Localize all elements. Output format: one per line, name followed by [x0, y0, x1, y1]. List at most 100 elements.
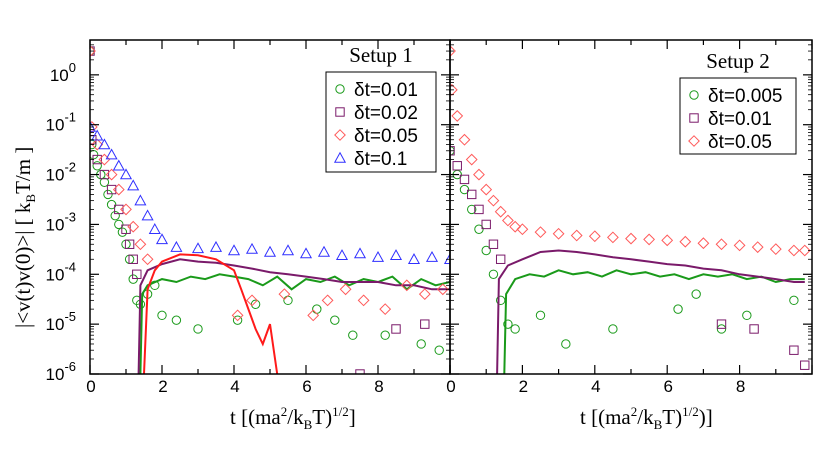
right-series2-point-20 [679, 235, 692, 248]
left-series2-point-4 [105, 168, 118, 181]
left-legend-marker-1 [335, 107, 345, 117]
left-series0-point-8 [110, 210, 120, 221]
left-series3-point-17 [281, 244, 295, 256]
left-series0-point-7 [106, 199, 117, 210]
left-y-tick-label-4: 10-2 [46, 160, 76, 185]
left-series0-point-25 [330, 315, 340, 325]
left-series0-line [139, 273, 450, 374]
left-legend-marker-2 [334, 129, 346, 141]
left-legend-entry-1: δt=0.02 [354, 103, 418, 124]
right-series2-point-3 [458, 133, 471, 146]
left-legend-marker-0 [335, 84, 345, 94]
right-series2-point-9 [502, 214, 514, 227]
left-series3-point-26 [443, 253, 450, 264]
left-x-tick-label-4: 8 [374, 377, 383, 396]
left-series2-point-14 [321, 294, 334, 307]
left-series3-point-13 [209, 240, 223, 252]
right-series0-point-8 [503, 319, 513, 329]
right-series2-point-24 [751, 241, 764, 254]
right-x-tick-label-3: 6 [663, 377, 672, 396]
left-series2-point-16 [357, 294, 370, 307]
left-series1-point-7 [124, 239, 135, 249]
left-series3-point-6 [127, 179, 140, 191]
left-series2-point-6 [120, 203, 132, 216]
left-series2-point-17 [379, 303, 392, 316]
left-series0-point-26 [348, 330, 358, 340]
y-axis-label: |<v(t)v(0)>| [ kBT/m ] [11, 147, 38, 328]
right-series2-point-14 [570, 229, 583, 242]
left-series0-point-21 [232, 315, 243, 325]
left-series3-point-19 [317, 245, 331, 257]
right-series2-point-11 [516, 223, 529, 236]
right-series2-point-26 [787, 244, 800, 257]
left-series2-line [143, 253, 279, 374]
right-series2-point-13 [552, 227, 565, 240]
left-series3-point-22 [371, 250, 385, 262]
left-series0-point-9 [114, 219, 124, 230]
right-series2-point-16 [606, 231, 619, 244]
right-legend-entry-2: δt=0.05 [708, 132, 772, 153]
right-series1-point-3 [467, 189, 477, 200]
left-series1-point-3 [99, 169, 110, 180]
left-panel-axes: 0 2 4 6 8 10-6 10-5 10-4 10-3 10-2 10-1 100 [46, 39, 451, 396]
left-series2-point-2 [91, 138, 104, 151]
right-series0-point-9 [510, 324, 520, 334]
left-series2-point-10 [231, 309, 244, 322]
left-series0-point-6 [103, 189, 113, 200]
left-series3-point-18 [299, 247, 313, 259]
right-legend-entry-0: δt=0.005 [708, 86, 783, 107]
right-series0-point-14 [691, 289, 701, 299]
left-series3-point-1 [91, 129, 104, 141]
left-x-tick-label-0: 0 [86, 377, 95, 396]
left-series3-point-2 [98, 138, 111, 150]
left-legend-marker-3 [333, 151, 347, 163]
left-series0-point-13 [128, 274, 138, 284]
right-legend-marker-0 [689, 90, 699, 100]
right-series0-point-15 [716, 324, 727, 334]
left-legend-title: Setup 1 [349, 43, 413, 67]
right-series0-point-16 [742, 310, 752, 321]
left-series3-point-25 [425, 250, 439, 262]
left-series3-point-12 [191, 242, 205, 254]
right-series1-point-11 [800, 360, 810, 370]
left-series3-point-8 [141, 209, 154, 221]
left-series2-point-7 [127, 220, 140, 233]
right-legend-marker-2 [688, 135, 700, 147]
right-x-tick-label-1: 2 [519, 377, 528, 396]
right-series2-point-7 [487, 194, 500, 207]
right-series0-point-4 [474, 224, 484, 234]
right-panel-marks [450, 45, 811, 374]
right-x-axis-label: t [(ma2/kBT)1/2)] [580, 404, 713, 432]
left-series2-point-12 [278, 288, 291, 301]
right-legend-marker-1 [689, 113, 699, 123]
right-series2-point-2 [451, 110, 464, 122]
left-series1-point-8 [128, 254, 138, 264]
left-series0-point-5 [99, 177, 110, 187]
left-series2-point-8 [134, 238, 147, 251]
left-series3-point-5 [119, 168, 133, 180]
right-series1-point-5 [481, 219, 491, 230]
right-series2-point-19 [661, 234, 674, 247]
left-series2-point-18 [400, 279, 413, 292]
right-series2-point-4 [465, 153, 478, 166]
left-x-tick-label-2: 4 [230, 377, 239, 396]
left-y-tick-label-5: 10-1 [46, 110, 76, 135]
right-series1-point-6 [488, 239, 499, 249]
left-series0-point-3 [92, 161, 102, 171]
right-series0-point-6 [488, 269, 499, 279]
left-series1-point-11 [391, 324, 401, 334]
left-series0-point-29 [434, 345, 444, 355]
left-series0-point-28 [416, 339, 426, 349]
right-series2-point-17 [625, 232, 637, 245]
left-series3-point-3 [105, 148, 118, 160]
right-x-tick-label-4: 8 [736, 377, 745, 396]
left-series3-point-24 [407, 253, 421, 264]
right-series2-point-25 [769, 243, 782, 256]
right-series2-point-8 [494, 205, 507, 218]
left-series3-point-20 [335, 249, 349, 261]
right-series2-point-18 [643, 233, 656, 246]
left-series0-point-18 [157, 310, 167, 321]
right-series1-point-10 [789, 345, 799, 355]
